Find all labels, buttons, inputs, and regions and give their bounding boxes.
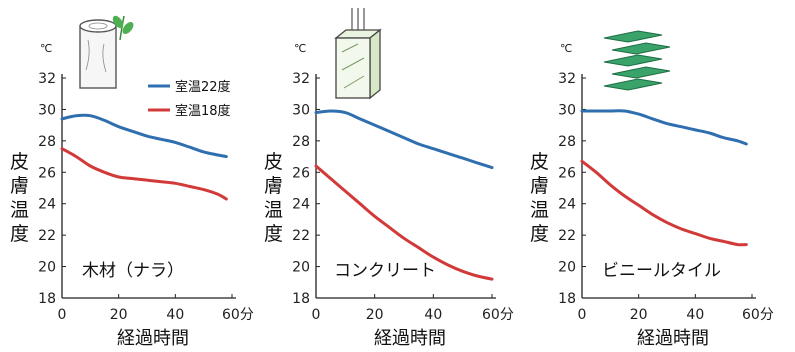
- y-tick-label: 18: [292, 291, 310, 307]
- x-tick-label: 20: [366, 307, 384, 323]
- series-line-room-18: [314, 164, 494, 281]
- y-tick-label: 26: [38, 165, 56, 181]
- x-tick-label: 60分: [222, 307, 254, 323]
- y-axis-title: 皮膚温度: [10, 151, 29, 245]
- x-tick-label: 40: [686, 307, 704, 323]
- material-label: ビニールタイル: [602, 261, 721, 281]
- y-tick-label: 24: [292, 197, 310, 213]
- y-tick-label: 18: [38, 291, 56, 307]
- x-tick-label: 0: [58, 307, 67, 323]
- x-tick-label: 0: [312, 307, 321, 323]
- y-tick-label: 24: [38, 197, 56, 213]
- y-unit-label: ℃: [560, 42, 572, 55]
- x-tick-label: 20: [110, 307, 128, 323]
- series-line-room-22: [60, 113, 228, 159]
- y-tick-label: 28: [292, 134, 310, 150]
- y-tick-label: 22: [38, 228, 56, 244]
- y-tick-label: 32: [38, 71, 56, 87]
- y-unit-label: ℃: [294, 42, 306, 55]
- y-tick-label: 22: [558, 228, 576, 244]
- y-axis-title: 皮膚温度: [530, 151, 549, 245]
- x-axis-title: 経過時間: [637, 328, 709, 349]
- y-tick-label: 30: [38, 102, 56, 118]
- x-axis-title: 経過時間: [374, 328, 446, 349]
- y-unit-label: ℃: [40, 42, 52, 55]
- series-line-room-18: [580, 159, 748, 247]
- y-tick-label: 18: [558, 291, 576, 307]
- y-tick-label: 26: [558, 165, 576, 181]
- series-line-room-18: [60, 147, 228, 201]
- y-tick-label: 26: [292, 165, 310, 181]
- y-axis-title: 皮膚温度: [264, 151, 283, 245]
- vinyl-tiles-icon: [603, 30, 671, 91]
- y-tick-label: 32: [292, 71, 310, 87]
- y-tick-label: 30: [292, 102, 310, 118]
- y-tick-label: 24: [558, 197, 576, 213]
- x-tick-label: 0: [578, 307, 587, 323]
- x-tick-label: 40: [424, 307, 442, 323]
- material-label: 木材（ナラ）: [82, 261, 184, 281]
- y-tick-label: 32: [558, 71, 576, 87]
- x-tick-label: 40: [166, 307, 184, 323]
- x-tick-label: 20: [630, 307, 648, 323]
- y-tick-label: 20: [558, 260, 576, 276]
- y-tick-label: 28: [558, 134, 576, 150]
- legend-label: 室温18度: [175, 103, 231, 119]
- y-tick-label: 22: [292, 228, 310, 244]
- x-tick-label: 60分: [482, 307, 514, 323]
- y-tick-label: 28: [38, 134, 56, 150]
- concrete-block-icon: [334, 8, 382, 100]
- x-tick-label: 60分: [742, 307, 774, 323]
- series-line-room-22: [580, 109, 748, 146]
- wood-log-icon: [79, 15, 134, 89]
- y-tick-label: 20: [38, 260, 56, 276]
- y-tick-label: 30: [558, 102, 576, 118]
- material-label: コンクリート: [334, 261, 436, 281]
- legend-label: 室温22度: [175, 79, 231, 95]
- series-line-room-22: [314, 109, 494, 170]
- x-axis-title: 経過時間: [117, 328, 189, 349]
- y-tick-label: 20: [292, 260, 310, 276]
